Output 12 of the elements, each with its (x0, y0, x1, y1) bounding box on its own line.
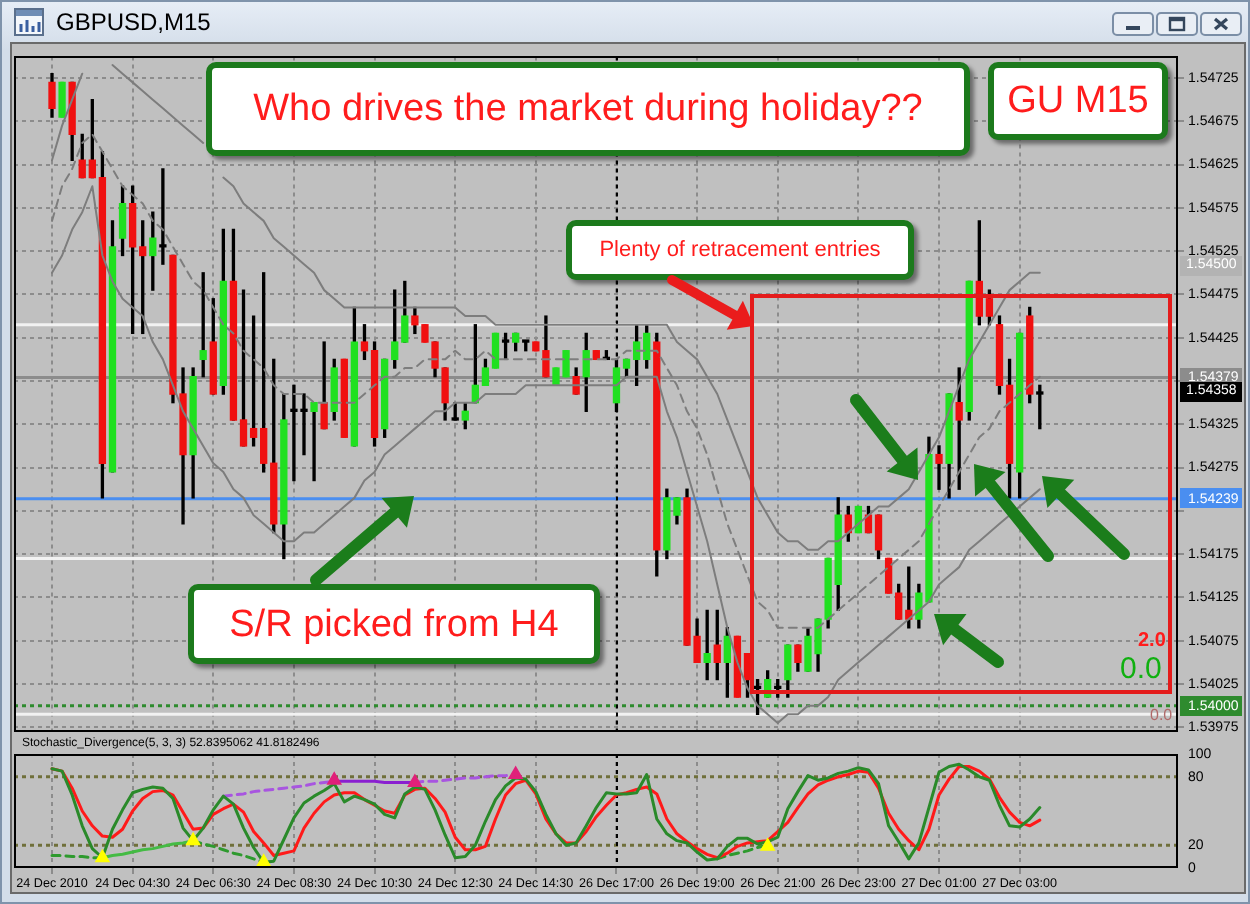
callout-box: Plenty of retracement entries (566, 220, 914, 280)
annotation: GU M15 (1007, 80, 1149, 122)
chart-title: GBPUSD,M15 (56, 8, 211, 36)
text: 0.0 (1150, 706, 1173, 724)
annotation: S/R picked from H4 (229, 603, 559, 645)
callout-box: GU M15 (988, 62, 1168, 140)
text: 2.0 (1138, 630, 1166, 652)
callout-box: S/R picked from H4 (188, 584, 600, 664)
text: 0.0 (1120, 652, 1162, 686)
annotation: Who drives the market during holiday?? (253, 88, 923, 130)
callout-box: Who drives the market during holiday?? (206, 62, 970, 156)
annotation: Plenty of retracement entries (599, 237, 881, 261)
